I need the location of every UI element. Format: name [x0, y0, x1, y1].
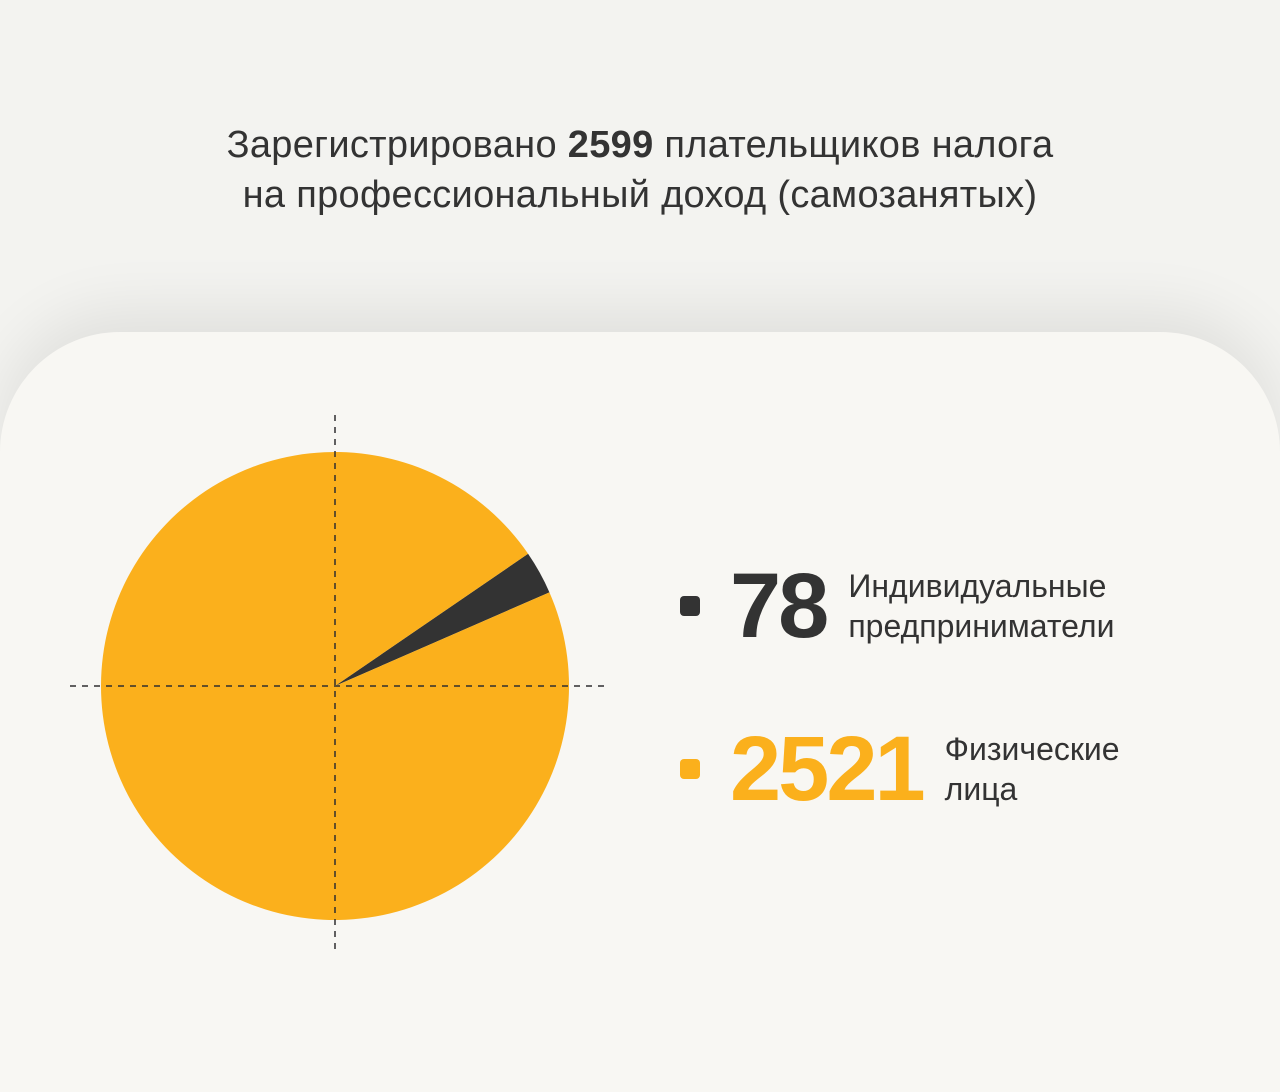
- pie-slice-entrepreneurs: [335, 553, 550, 686]
- title-line-1: Зарегистрировано 2599 плательщиков налог…: [0, 120, 1280, 170]
- title-total-count: 2599: [567, 124, 654, 166]
- legend-marker-individuals: [680, 759, 700, 779]
- legend-value-entrepreneurs: 78: [730, 555, 829, 657]
- legend-marker-entrepreneurs: [680, 596, 700, 616]
- legend-label-entrepreneurs: Индивидуальные предприниматели: [848, 566, 1114, 646]
- legend-item-individuals: 2521 Физические лица: [680, 723, 1120, 815]
- pie-chart: [70, 415, 610, 955]
- chart-title: Зарегистрировано 2599 плательщиков налог…: [0, 120, 1280, 220]
- legend-label-individuals-line-2: лица: [944, 771, 1018, 807]
- title-line-2: на профессиональный доход (самозанятых): [242, 174, 1038, 216]
- legend-value-individuals: 2521: [730, 718, 926, 820]
- legend-label-entrepreneurs-line-2: предприниматели: [848, 608, 1115, 644]
- legend-label-individuals: Физические лица: [945, 729, 1120, 809]
- title-text-end: плательщиков налога: [653, 124, 1054, 166]
- legend-label-entrepreneurs-line-1: Индивидуальные: [848, 568, 1107, 604]
- title-text-start: Зарегистрировано: [226, 124, 568, 166]
- legend-item-entrepreneurs: 78 Индивидуальные предприниматели: [680, 560, 1114, 652]
- legend-label-individuals-line-1: Физические: [944, 731, 1120, 767]
